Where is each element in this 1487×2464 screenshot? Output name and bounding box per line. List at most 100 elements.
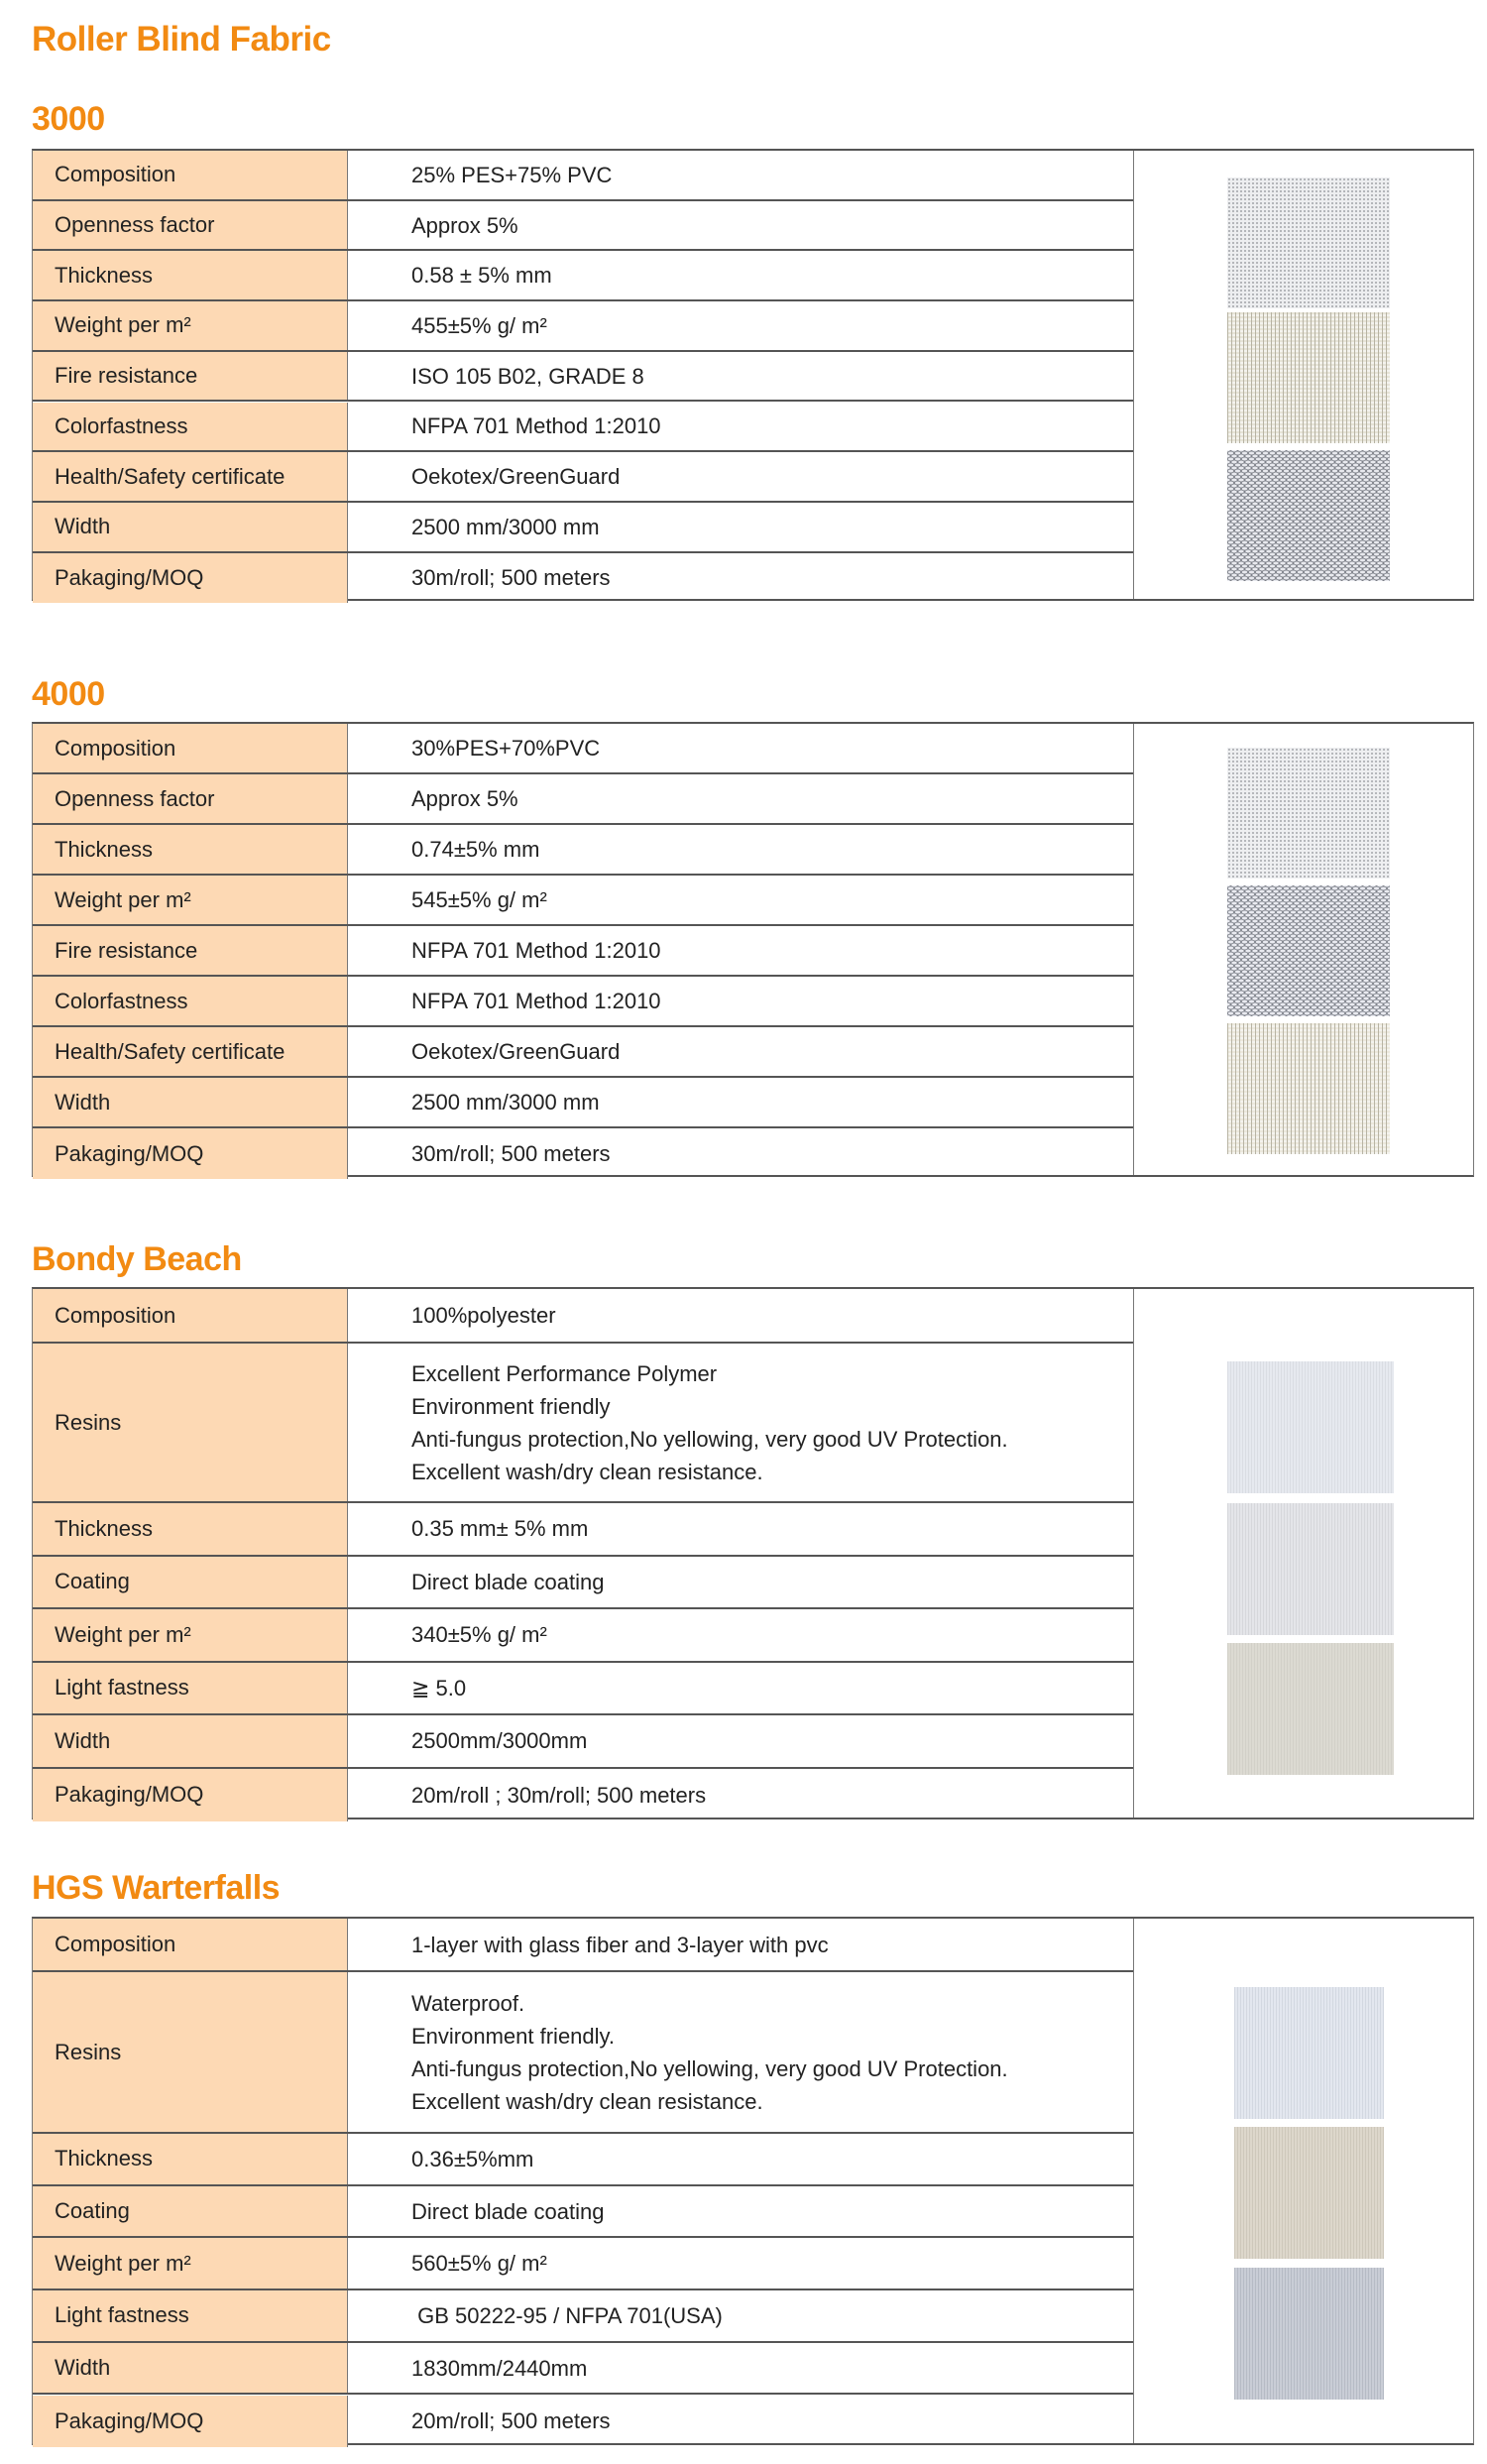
spec-value-line: Anti-fungus protection,No yellowing, ver… bbox=[411, 1426, 1008, 1452]
beige-blackout-fabric-swatch bbox=[1227, 1643, 1394, 1775]
spec-value-line: 545±5% g/ m² bbox=[411, 887, 547, 912]
swatch-column bbox=[1133, 151, 1473, 599]
spec-value: 340±5% g/ m² bbox=[348, 1609, 1133, 1661]
table-row: Light fastness GB 50222-95 / NFPA 701(US… bbox=[33, 2290, 1133, 2343]
table-row: Weight per m² 455±5% g/ m² bbox=[33, 301, 1133, 352]
spec-label: Width bbox=[33, 502, 348, 551]
spec-value-line: 25% PES+75% PVC bbox=[411, 162, 613, 187]
spec-label: Light fastness bbox=[33, 1662, 348, 1713]
spec-label: Pakaging/MOQ bbox=[33, 552, 348, 603]
spec-value: Waterproof. Environment friendly. Anti-fun… bbox=[348, 1972, 1133, 2132]
swatch-column bbox=[1133, 1289, 1473, 1818]
spec-label: Thickness bbox=[33, 251, 348, 300]
swatch-column bbox=[1133, 724, 1473, 1175]
spec-value-line: 30m/roll; 500 meters bbox=[411, 1141, 611, 1166]
white-fiberglass-fabric-swatch bbox=[1234, 1987, 1384, 2119]
spec-label: Colorfastness bbox=[33, 977, 348, 1025]
table-row: Weight per m² 560±5% g/ m² bbox=[33, 2238, 1133, 2291]
spec-label: Fire resistance bbox=[33, 351, 348, 401]
spec-label: Pakaging/MOQ bbox=[33, 2395, 348, 2448]
page-title: Roller Blind Fabric bbox=[32, 20, 331, 59]
spec-label: Thickness bbox=[33, 2134, 348, 2184]
table-row: Fire resistance ISO 105 B02, GRADE 8 bbox=[33, 351, 1133, 403]
spec-value-line: 455±5% g/ m² bbox=[411, 312, 547, 338]
table-row: Colorfastness NFPA 701 Method 1:2010 bbox=[33, 402, 1133, 453]
spec-label: Pakaging/MOQ bbox=[33, 1128, 348, 1179]
spec-value: 0.74±5% mm bbox=[348, 825, 1133, 874]
spec-value: NFPA 701 Method 1:2010 bbox=[348, 977, 1133, 1025]
spec-value-line: 2500 mm/3000 mm bbox=[411, 1090, 600, 1115]
white-screen-fabric-swatch bbox=[1227, 177, 1390, 308]
spec-table: Composition 1-layer with glass fiber and … bbox=[32, 1917, 1474, 2448]
spec-value-line: Anti-fungus protection,No yellowing, ver… bbox=[411, 2055, 1008, 2081]
spec-value-line: Approx 5% bbox=[411, 786, 518, 811]
spec-value: 545±5% g/ m² bbox=[348, 876, 1133, 924]
spec-label: Weight per m² bbox=[33, 301, 348, 350]
table-row: Thickness 0.35 mm± 5% mm bbox=[33, 1503, 1133, 1557]
spec-label: Thickness bbox=[33, 825, 348, 874]
spec-value-line: Oekotex/GreenGuard bbox=[411, 464, 621, 490]
table-row: Health/Safety certificate Oekotex/GreenGu… bbox=[33, 452, 1133, 503]
spec-label: Light fastness bbox=[33, 2290, 348, 2341]
section-title: HGS Warterfalls bbox=[32, 1869, 281, 1907]
grey-screen-fabric-swatch bbox=[1227, 450, 1390, 581]
spec-value-line: NFPA 701 Method 1:2010 bbox=[411, 413, 661, 439]
spec-value-line: ≧ 5.0 bbox=[411, 1675, 467, 1701]
table-row: Resins Excellent Performance Polymer Envir… bbox=[33, 1344, 1133, 1503]
spec-table: Composition 30%PES+70%PVC Openness factor A… bbox=[32, 722, 1474, 1179]
spec-value-line: 100%polyester bbox=[411, 1303, 556, 1328]
table-row: Width 2500mm/3000mm bbox=[33, 1715, 1133, 1769]
spec-label: Width bbox=[33, 2342, 348, 2394]
spec-label: Composition bbox=[33, 151, 348, 199]
section-title: 4000 bbox=[32, 675, 105, 713]
grey-fiberglass-fabric-swatch bbox=[1234, 2268, 1384, 2400]
spec-label: Weight per m² bbox=[33, 1609, 348, 1661]
table-row: Thickness 0.36±5%mm bbox=[33, 2134, 1133, 2186]
spec-value-line: 30m/roll; 500 meters bbox=[411, 565, 611, 591]
table-row: Composition 100%polyester bbox=[33, 1289, 1133, 1344]
spec-value-line: Excellent Performance Polymer bbox=[411, 1360, 718, 1386]
table-row: Health/Safety certificate Oekotex/GreenGu… bbox=[33, 1027, 1133, 1078]
table-row: Pakaging/MOQ 30m/roll; 500 meters bbox=[33, 1128, 1133, 1179]
spec-value: 455±5% g/ m² bbox=[348, 301, 1133, 350]
spec-value: Excellent Performance Polymer Environment… bbox=[348, 1344, 1133, 1501]
spec-value-line: 1830mm/2440mm bbox=[411, 2355, 588, 2381]
table-row: Thickness 0.74±5% mm bbox=[33, 825, 1133, 876]
spec-value: ≧ 5.0 bbox=[348, 1663, 1133, 1714]
spec-value-line: Approx 5% bbox=[411, 212, 518, 238]
spec-value-line: 20m/roll; 500 meters bbox=[411, 2408, 611, 2434]
spec-value-line: NFPA 701 Method 1:2010 bbox=[411, 938, 661, 963]
table-row: Coating Direct blade coating bbox=[33, 1556, 1133, 1609]
spec-value: Oekotex/GreenGuard bbox=[348, 1027, 1133, 1076]
table-row: Fire resistance NFPA 701 Method 1:2010 bbox=[33, 926, 1133, 977]
spec-label: Width bbox=[33, 1715, 348, 1767]
spec-table: Composition 25% PES+75% PVC Openness facto… bbox=[32, 149, 1474, 603]
white-screen-fabric-swatch bbox=[1227, 748, 1390, 879]
spec-value: 30m/roll; 500 meters bbox=[348, 1128, 1133, 1179]
spec-value: 1-layer with glass fiber and 3-layer wit… bbox=[348, 1919, 1133, 1970]
light-grey-blackout-fabric-swatch bbox=[1227, 1503, 1394, 1635]
section-title: 3000 bbox=[32, 100, 105, 138]
table-row: Width 2500 mm/3000 mm bbox=[33, 502, 1133, 553]
table-row: Thickness 0.58 ± 5% mm bbox=[33, 251, 1133, 302]
swatch-column bbox=[1133, 1919, 1473, 2443]
spec-value-line: Waterproof. bbox=[411, 1990, 525, 2016]
table-row: Composition 30%PES+70%PVC bbox=[33, 724, 1133, 774]
spec-label: Composition bbox=[33, 724, 348, 772]
spec-value-line: 30%PES+70%PVC bbox=[411, 736, 601, 761]
table-row: Light fastness ≧ 5.0 bbox=[33, 1662, 1133, 1715]
spec-value-line: Environment friendly bbox=[411, 1393, 611, 1419]
table-row: Pakaging/MOQ 20m/roll ; 30m/roll; 500 met… bbox=[33, 1768, 1133, 1821]
table-row: Openness factor Approx 5% bbox=[33, 200, 1133, 252]
spec-label: Resins bbox=[33, 1972, 348, 2132]
spec-value: 30m/roll; 500 meters bbox=[348, 553, 1133, 603]
spec-value: GB 50222-95 / NFPA 701(USA) bbox=[348, 2290, 1133, 2341]
table-row: Width 2500 mm/3000 mm bbox=[33, 1078, 1133, 1128]
spec-label: Resins bbox=[33, 1344, 348, 1501]
spec-value-line: 0.36±5%mm bbox=[411, 2146, 534, 2171]
spec-value-line: 0.35 mm± 5% mm bbox=[411, 1516, 589, 1542]
spec-value-line: 20m/roll ; 30m/roll; 500 meters bbox=[411, 1782, 707, 1808]
spec-value: NFPA 701 Method 1:2010 bbox=[348, 403, 1133, 451]
spec-value-line: 1-layer with glass fiber and 3-layer wit… bbox=[411, 1932, 829, 1957]
table-row: Weight per m² 340±5% g/ m² bbox=[33, 1609, 1133, 1663]
